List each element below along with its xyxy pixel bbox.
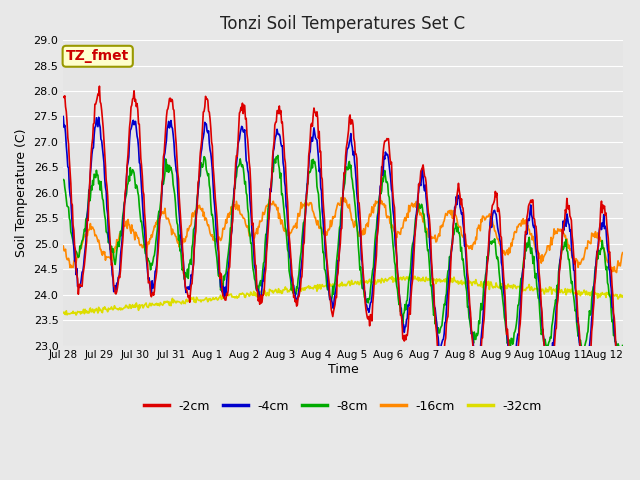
X-axis label: Time: Time (328, 363, 358, 376)
Legend: -2cm, -4cm, -8cm, -16cm, -32cm: -2cm, -4cm, -8cm, -16cm, -32cm (139, 395, 547, 418)
Y-axis label: Soil Temperature (C): Soil Temperature (C) (15, 129, 28, 257)
Text: TZ_fmet: TZ_fmet (66, 49, 129, 63)
Title: Tonzi Soil Temperatures Set C: Tonzi Soil Temperatures Set C (220, 15, 465, 33)
